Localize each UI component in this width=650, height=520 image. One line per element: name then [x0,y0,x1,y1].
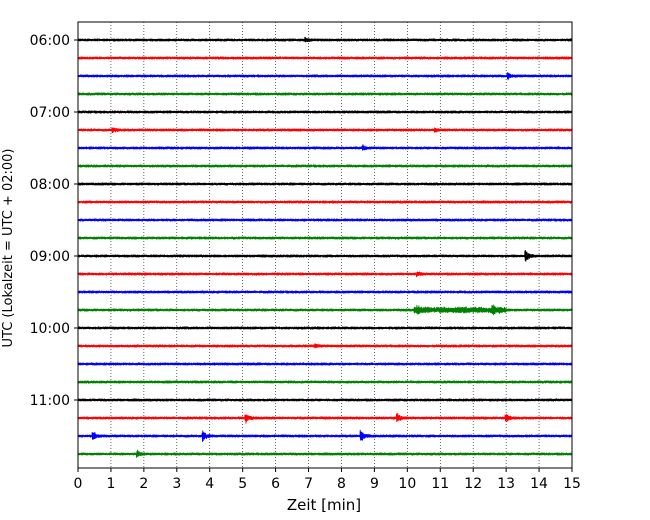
seismic-trace [77,271,573,278]
seismic-trace [77,380,573,384]
seismic-trace [77,218,573,222]
y-tick-label: 07:00 [30,105,70,121]
seismic-traces [77,36,573,458]
y-axis-ticks: 06:00 07:00 08:00 09:00 10:00 11:00 [30,33,78,409]
x-tick-label: 2 [139,476,148,492]
x-tick-label: 3 [172,476,181,492]
seismic-trace [77,144,573,151]
seismic-trace [77,398,573,402]
grid-lines [110,22,540,468]
x-tick-label: 13 [497,476,515,492]
seismic-trace [77,127,573,133]
seismic-trace [77,429,573,442]
y-tick-label: 08:00 [30,177,70,193]
y-tick-label: 09:00 [30,249,70,265]
seismic-trace [77,304,573,316]
x-axis-ticks: 0 1 2 3 4 5 6 7 8 9 10 11 12 13 14 15 [74,468,581,492]
seismic-trace [77,290,573,294]
x-tick-label: 5 [238,476,247,492]
seismic-trace [77,182,573,186]
seismic-trace [77,343,573,349]
y-tick-label: 06:00 [30,33,70,49]
x-axis-label: Zeit [min] [287,496,361,514]
seismic-trace [77,110,573,114]
x-tick-label: 10 [398,476,416,492]
x-tick-label: 0 [74,476,83,492]
x-tick-label: 4 [205,476,214,492]
x-tick-label: 7 [304,476,313,492]
seismic-trace [77,412,573,424]
seismic-trace [77,236,573,240]
x-tick-label: 8 [337,476,346,492]
seismic-trace [77,56,573,60]
y-tick-label: 10:00 [30,321,70,337]
seismic-trace [77,164,573,168]
x-tick-label: 1 [106,476,115,492]
y-tick-label: 11:00 [30,393,70,409]
plot-frame [77,21,573,469]
seismic-trace [77,362,573,366]
seismic-trace [77,92,573,96]
x-tick-label: 9 [370,476,379,492]
seismic-trace [77,200,573,204]
x-tick-label: 6 [271,476,280,492]
x-tick-label: 14 [530,476,548,492]
x-tick-label: 15 [563,476,581,492]
seismic-trace [77,36,573,43]
seismic-trace [77,250,573,262]
y-axis-label: UTC (Lokalzeit = UTC + 02:00) [1,149,16,348]
x-tick-label: 12 [464,476,482,492]
x-tick-label: 11 [431,476,449,492]
seismic-trace [77,72,573,81]
seismic-trace [77,449,573,458]
seismic-trace [77,326,573,330]
